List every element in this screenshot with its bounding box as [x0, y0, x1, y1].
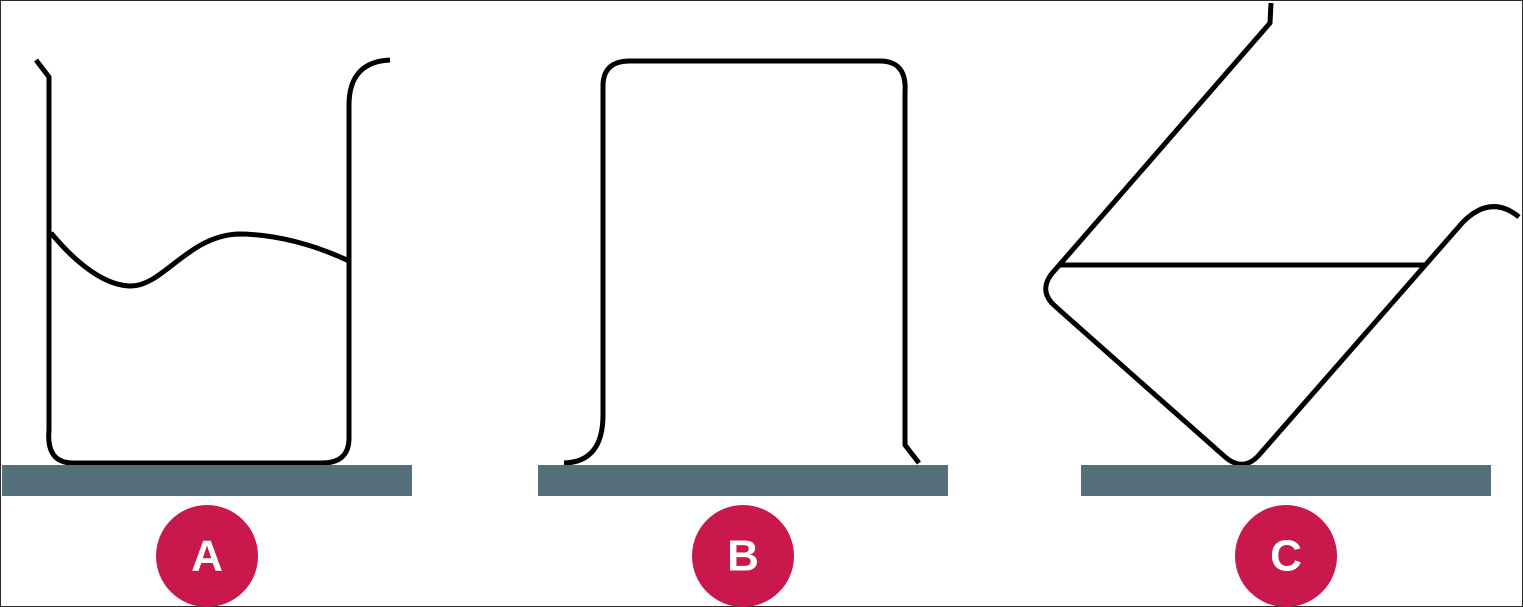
table-surface-a — [2, 465, 412, 496]
panel-b: B — [538, 58, 948, 607]
panel-badge-b: B — [692, 505, 794, 607]
table-surface-b — [538, 465, 948, 496]
badge-circle-a — [156, 505, 258, 607]
panel-badge-a: A — [156, 505, 258, 607]
panel-badge-c: C — [1235, 505, 1337, 607]
panel-c: C — [1043, 2, 1521, 607]
beaker-b-outline — [563, 58, 921, 466]
badge-circle-c — [1235, 505, 1337, 607]
badge-label-b: B — [727, 532, 759, 581]
badge-label-a: A — [191, 532, 223, 581]
badge-label-c: C — [1270, 532, 1302, 581]
beaker-a-outline — [34, 57, 391, 466]
table-surface-c — [1081, 465, 1491, 496]
badge-circle-b — [692, 505, 794, 607]
beaker-c-outline — [1043, 2, 1521, 467]
panel-a: A — [2, 57, 412, 607]
beaker-a-liquid-surface — [49, 231, 351, 289]
